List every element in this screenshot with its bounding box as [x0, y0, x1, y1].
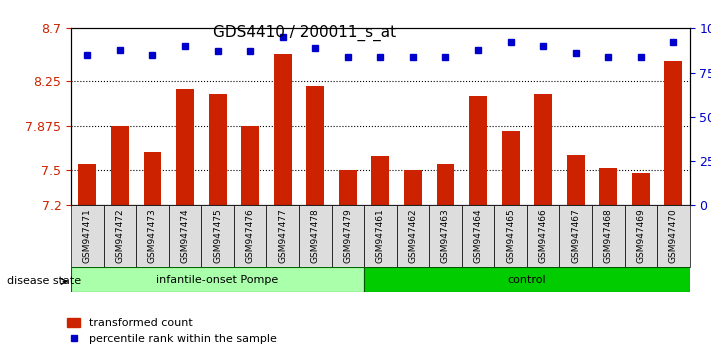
FancyBboxPatch shape — [71, 205, 104, 267]
Bar — [176, 88, 194, 205]
Text: GSM947476: GSM947476 — [246, 209, 255, 263]
Bar — [534, 95, 552, 205]
FancyBboxPatch shape — [494, 205, 527, 267]
FancyBboxPatch shape — [299, 205, 331, 267]
Bar — [665, 61, 683, 205]
Bar — [567, 155, 584, 205]
Bar — [469, 96, 487, 205]
FancyBboxPatch shape — [560, 205, 592, 267]
Bar — [274, 54, 292, 205]
Text: GSM947465: GSM947465 — [506, 209, 515, 263]
FancyBboxPatch shape — [201, 205, 234, 267]
Text: GDS4410 / 200011_s_at: GDS4410 / 200011_s_at — [213, 25, 397, 41]
Bar — [437, 164, 454, 205]
Text: GSM947473: GSM947473 — [148, 209, 157, 263]
Bar — [78, 164, 96, 205]
FancyBboxPatch shape — [461, 205, 494, 267]
FancyBboxPatch shape — [364, 205, 397, 267]
FancyBboxPatch shape — [429, 205, 461, 267]
Legend: transformed count, percentile rank within the sample: transformed count, percentile rank withi… — [63, 314, 282, 348]
Text: GSM947472: GSM947472 — [115, 209, 124, 263]
Bar — [404, 170, 422, 205]
FancyBboxPatch shape — [527, 205, 560, 267]
Bar — [208, 95, 227, 205]
Text: GSM947478: GSM947478 — [311, 209, 320, 263]
Text: GSM947477: GSM947477 — [278, 209, 287, 263]
Text: GSM947461: GSM947461 — [376, 209, 385, 263]
FancyBboxPatch shape — [137, 205, 169, 267]
Text: GSM947474: GSM947474 — [181, 209, 190, 263]
Bar — [632, 173, 650, 205]
Text: GSM947469: GSM947469 — [636, 209, 646, 263]
Bar — [502, 131, 520, 205]
Text: GSM947471: GSM947471 — [83, 209, 92, 263]
Bar — [144, 152, 161, 205]
Text: GSM947467: GSM947467 — [571, 209, 580, 263]
Text: GSM947466: GSM947466 — [539, 209, 547, 263]
Text: GSM947475: GSM947475 — [213, 209, 222, 263]
Bar — [111, 126, 129, 205]
FancyBboxPatch shape — [657, 205, 690, 267]
FancyBboxPatch shape — [592, 205, 624, 267]
Text: disease state: disease state — [7, 276, 81, 286]
Bar — [599, 167, 617, 205]
Bar — [241, 126, 259, 205]
FancyBboxPatch shape — [364, 267, 690, 292]
Text: infantile-onset Pompe: infantile-onset Pompe — [156, 275, 279, 285]
Text: GSM947470: GSM947470 — [669, 209, 678, 263]
Bar — [306, 86, 324, 205]
FancyBboxPatch shape — [234, 205, 267, 267]
FancyBboxPatch shape — [267, 205, 299, 267]
Text: GSM947462: GSM947462 — [408, 209, 417, 263]
Text: control: control — [508, 275, 546, 285]
FancyBboxPatch shape — [624, 205, 657, 267]
FancyBboxPatch shape — [331, 205, 364, 267]
FancyBboxPatch shape — [104, 205, 137, 267]
Text: GSM947464: GSM947464 — [474, 209, 483, 263]
FancyBboxPatch shape — [71, 267, 364, 292]
FancyBboxPatch shape — [397, 205, 429, 267]
Text: GSM947463: GSM947463 — [441, 209, 450, 263]
Bar — [371, 156, 390, 205]
Bar — [339, 170, 357, 205]
Text: GSM947479: GSM947479 — [343, 209, 353, 263]
Text: GSM947468: GSM947468 — [604, 209, 613, 263]
FancyBboxPatch shape — [169, 205, 201, 267]
